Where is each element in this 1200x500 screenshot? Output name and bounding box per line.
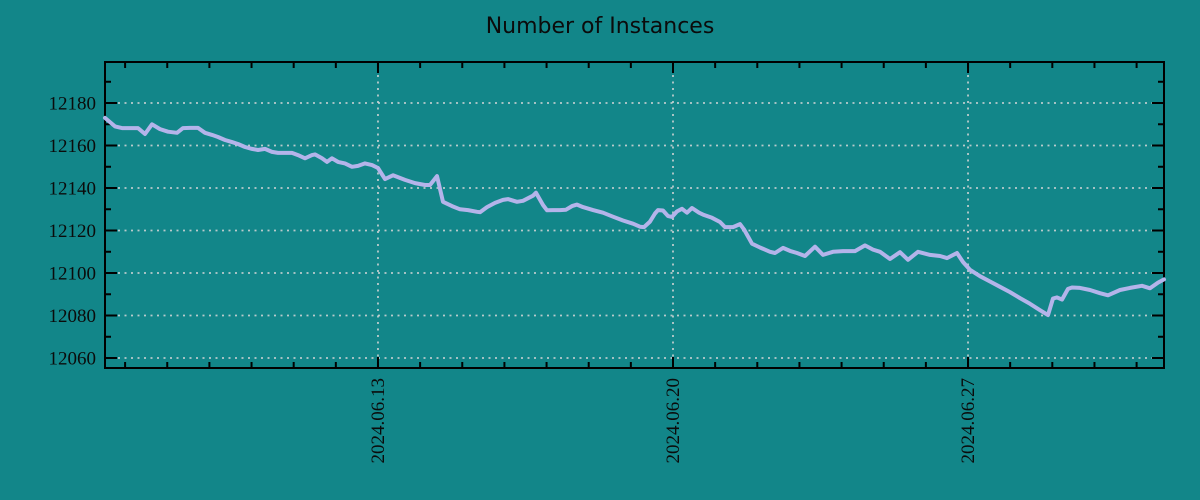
y-tick-label: 12120 — [49, 221, 97, 242]
plot-border — [104, 61, 1165, 369]
chart-title: Number of Instances — [485, 14, 715, 39]
x-tick-label: 2024.06.20 — [663, 378, 684, 464]
instances-line-series — [103, 115, 1166, 318]
y-tick-label: 12160 — [49, 136, 97, 157]
x-tick-label: 2024.06.27 — [958, 378, 979, 464]
y-tick-label: 12060 — [49, 349, 97, 370]
x-tick-label: 2024.06.13 — [368, 378, 389, 464]
y-tick-label: 12100 — [49, 264, 97, 285]
y-tick-label: 12080 — [49, 306, 97, 327]
y-tick-label: 12180 — [49, 94, 97, 115]
y-tick-label: 12140 — [49, 179, 97, 200]
